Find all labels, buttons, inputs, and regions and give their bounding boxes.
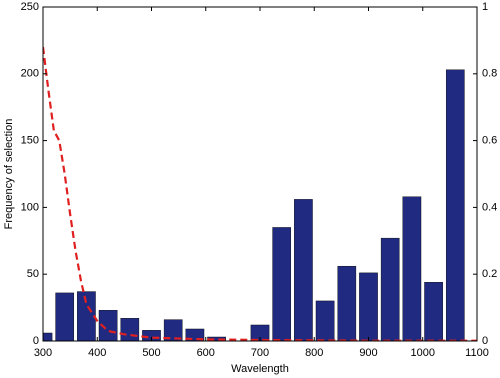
x-tick-label: 800: [305, 347, 323, 359]
y2-tick-label: 0.4: [482, 201, 497, 213]
bar: [77, 291, 96, 341]
bar: [55, 292, 75, 341]
x-tick-label: 600: [197, 347, 215, 359]
bar: [98, 310, 118, 341]
bar: [120, 318, 140, 341]
bar: [445, 69, 465, 341]
x-tick-label: 500: [142, 347, 160, 359]
bar: [402, 196, 422, 341]
x-tick-label: 1000: [411, 347, 435, 359]
bar: [337, 265, 357, 341]
y2-tick-label: 1: [482, 1, 488, 13]
x-tick-label: 900: [359, 347, 377, 359]
bar: [294, 199, 313, 341]
bar: [272, 227, 292, 341]
y-tick-label: 200: [21, 68, 39, 80]
bar: [315, 300, 335, 341]
y-tick-label: 100: [21, 201, 39, 213]
x-axis-label: Wavelength: [231, 363, 289, 375]
x-tick-label: 400: [88, 347, 106, 359]
x-tick-label: 1100: [465, 347, 489, 359]
y2-tick-label: 0.2: [482, 268, 497, 280]
x-tick-label: 700: [251, 347, 269, 359]
plot-area: [43, 46, 477, 341]
bar: [359, 272, 378, 341]
y2-tick-label: 0: [482, 335, 488, 347]
bar: [380, 237, 400, 341]
line: [43, 46, 477, 341]
y-tick-label: 250: [21, 1, 39, 13]
bar: [424, 282, 443, 341]
y2-tick-label: 0.8: [482, 68, 497, 80]
y-tick-label: 150: [21, 135, 39, 147]
y-tick-label: 50: [27, 268, 39, 280]
y2-tick-label: 0.6: [482, 135, 497, 147]
y-axis-label: Frequency of selection: [3, 119, 15, 230]
y-tick-label: 0: [33, 335, 39, 347]
x-tick-label: 300: [34, 347, 52, 359]
